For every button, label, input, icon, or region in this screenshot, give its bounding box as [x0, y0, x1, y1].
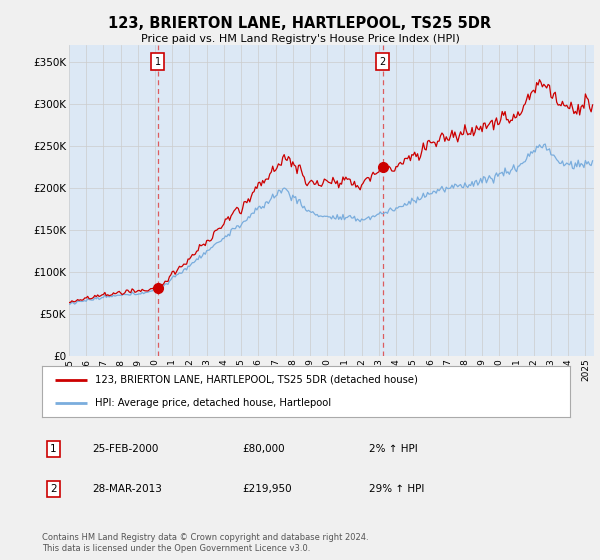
Text: £219,950: £219,950 — [242, 484, 292, 494]
Text: 123, BRIERTON LANE, HARTLEPOOL, TS25 5DR: 123, BRIERTON LANE, HARTLEPOOL, TS25 5DR — [109, 16, 491, 31]
Text: 28-MAR-2013: 28-MAR-2013 — [92, 484, 162, 494]
Text: 2% ↑ HPI: 2% ↑ HPI — [370, 444, 418, 454]
Text: 123, BRIERTON LANE, HARTLEPOOL, TS25 5DR (detached house): 123, BRIERTON LANE, HARTLEPOOL, TS25 5DR… — [95, 375, 418, 385]
Text: 1: 1 — [50, 444, 56, 454]
Text: 1: 1 — [155, 57, 161, 67]
Text: 29% ↑ HPI: 29% ↑ HPI — [370, 484, 425, 494]
Text: 2: 2 — [50, 484, 56, 494]
Text: Price paid vs. HM Land Registry's House Price Index (HPI): Price paid vs. HM Land Registry's House … — [140, 34, 460, 44]
Text: Contains HM Land Registry data © Crown copyright and database right 2024.
This d: Contains HM Land Registry data © Crown c… — [42, 533, 368, 553]
Text: HPI: Average price, detached house, Hartlepool: HPI: Average price, detached house, Hart… — [95, 398, 331, 408]
Text: £80,000: £80,000 — [242, 444, 285, 454]
Text: 2: 2 — [380, 57, 386, 67]
Text: 25-FEB-2000: 25-FEB-2000 — [92, 444, 158, 454]
